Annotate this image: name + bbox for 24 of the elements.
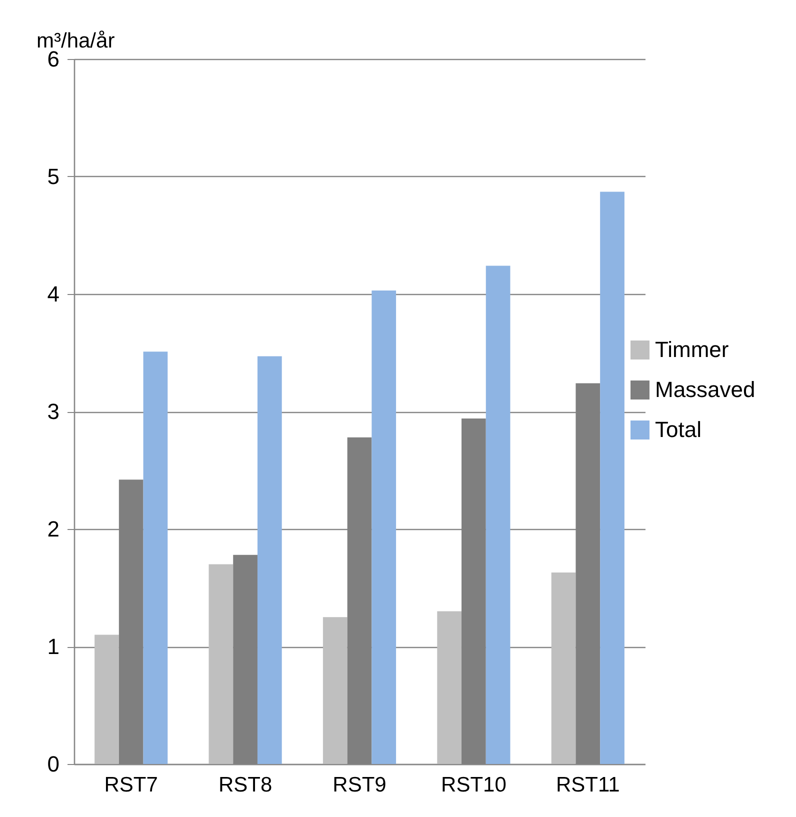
bar — [486, 266, 510, 764]
x-tick-label: RST10 — [441, 774, 506, 796]
bar — [551, 572, 576, 764]
bar — [600, 192, 624, 764]
legend-label: Total — [655, 417, 702, 442]
legend-label: Timmer — [655, 337, 729, 362]
x-tick-label: RST7 — [104, 774, 158, 796]
y-tick-label: 4 — [47, 282, 60, 306]
bar — [257, 356, 282, 764]
legend-label: Massaved — [655, 377, 756, 402]
bar — [94, 634, 119, 764]
bar — [208, 564, 234, 764]
y-tick-label: 0 — [47, 752, 60, 776]
bar — [437, 611, 462, 764]
y-tick-label: 5 — [47, 164, 60, 189]
y-tick-label: 1 — [47, 634, 60, 659]
bar — [322, 617, 348, 764]
y-tick-label: 3 — [47, 399, 60, 424]
x-tick-label: RST11 — [556, 774, 620, 796]
bar — [372, 290, 396, 764]
y-tick-label: 2 — [47, 516, 60, 542]
bar — [143, 352, 168, 764]
x-tick-label: RST8 — [218, 774, 272, 796]
x-tick-label: RST9 — [332, 774, 386, 796]
